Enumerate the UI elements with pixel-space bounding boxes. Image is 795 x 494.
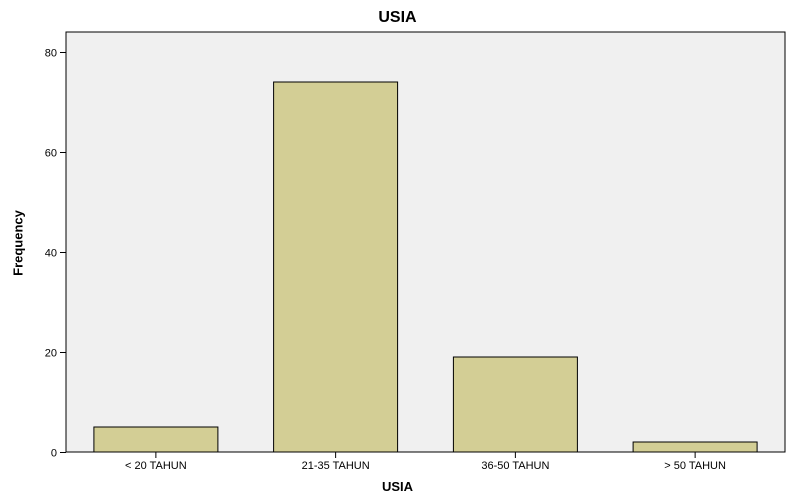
bar [632,441,758,453]
plot-area [65,31,786,453]
chart-title: USIA [378,9,417,26]
y-tick-label: 40 [45,248,57,260]
bar [273,81,399,453]
y-axis: 0 20 40 60 80 [45,48,66,460]
x-tick-label: < 20 TAHUN [125,460,187,472]
y-tick-label: 20 [45,348,57,360]
x-tick-label: 36-50 TAHUN [481,460,549,472]
bar [93,426,219,453]
y-tick-label: 60 [45,148,57,160]
x-tick-label: 21-35 TAHUN [302,460,370,472]
y-tick-label: 80 [45,48,57,60]
y-tick-label: 0 [51,448,57,460]
x-tick-label: > 50 TAHUN [664,460,726,472]
bar [452,356,578,453]
x-axis-label: USIA [381,479,414,494]
x-axis: < 20 TAHUN 21-35 TAHUN 36-50 TAHUN > 50 TAH… [125,452,726,472]
